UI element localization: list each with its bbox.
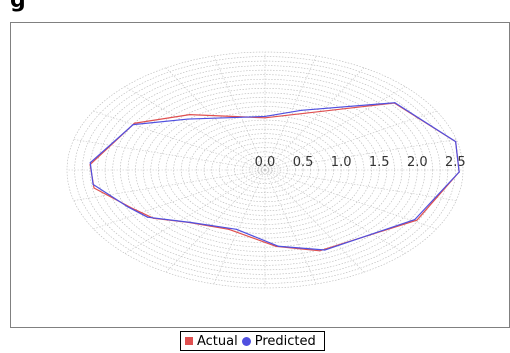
radial-tick-label: 2.0 [407,155,428,170]
data-point-actual [133,122,136,124]
title-strip: g [0,0,510,22]
grid-spoke [73,169,266,201]
legend-swatch-predicted [241,336,251,346]
legend-label-actual: Actual [197,333,238,349]
radial-tick-label: 2.5 [445,155,466,170]
data-point-actual [228,228,230,230]
data-point-predicted [324,249,326,251]
radial-tick-label: 1.0 [331,155,352,170]
data-point-predicted [264,115,266,118]
data-point-predicted [126,205,128,208]
data-point-predicted [455,141,457,143]
grid-spoke [73,139,266,171]
grid-spoke [124,86,266,171]
legend-item-actual: Actual [185,334,238,349]
data-point-predicted [190,221,192,224]
grid-spoke [264,169,457,201]
grid-spoke [93,110,266,171]
legend-label-predicted: Predicted [254,333,316,349]
legend-swatch-actual [185,337,193,345]
grid-ring [180,119,350,221]
legend-item-predicted: Predicted [241,333,316,349]
grid-spoke [213,55,266,171]
data-point-predicted [187,118,189,120]
data-point-predicted [235,228,238,230]
grid-ring [112,78,418,262]
data-point-predicted [132,124,134,126]
radial-tick-label: 1.5 [369,155,390,170]
data-point-actual [189,114,191,116]
grid-spoke [264,169,406,254]
data-point-predicted [414,218,416,221]
data-point-actual [319,250,321,252]
grid-spoke [124,169,266,254]
radial-tick-label: 0.5 [293,155,314,170]
grid-spoke [93,169,266,230]
grid-ring [196,128,334,212]
data-point-predicted [92,183,94,185]
data-point-actual [416,219,418,221]
data-point-predicted [458,171,460,173]
data-point-predicted [89,162,91,164]
grid-ring [257,165,273,175]
chart-title: g [10,0,26,13]
data-point-predicted [300,109,303,111]
data-point-predicted [394,102,396,104]
data-point-actual [93,187,95,189]
grid-spoke [264,139,457,171]
data-point-actual [264,117,266,119]
grid-spoke [264,169,437,230]
grid-spoke [264,110,437,171]
grid-ring [211,137,319,203]
data-point-predicted [146,216,149,218]
grid-spoke [264,86,406,171]
grid-ring [226,147,304,193]
data-point-predicted [277,245,280,247]
legend: Actual Predicted [180,331,325,351]
data-point-actual [304,112,307,114]
grid-ring [81,60,449,280]
radial-tick-label: 0.0 [255,155,276,170]
grid-ring [241,156,289,184]
